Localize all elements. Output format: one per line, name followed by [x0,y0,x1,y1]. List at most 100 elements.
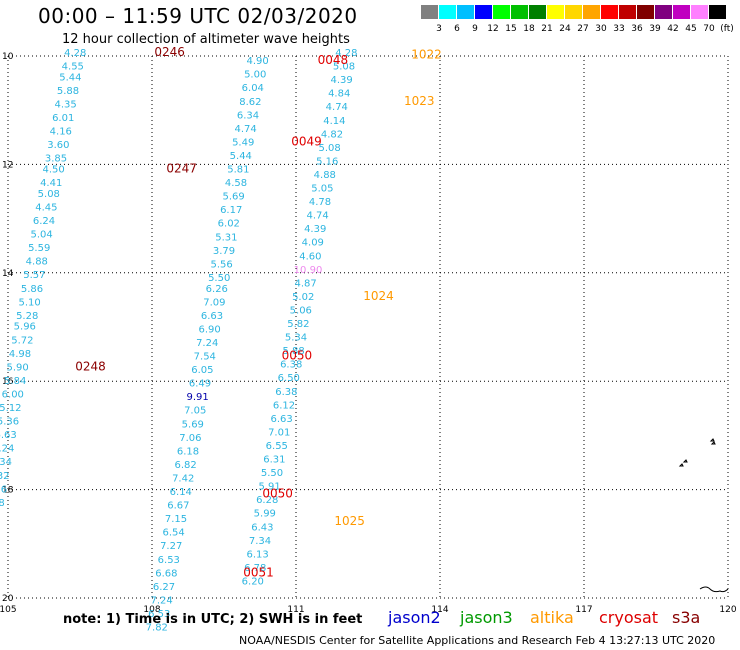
wave-height-value: 4.84 [328,89,350,100]
lon-tick-label: 114 [431,605,448,615]
wave-height-value: 6.00 [2,389,24,400]
pass-time-label: 1022 [411,48,442,62]
wave-height-value: 6.27 [153,582,175,593]
colorbar-label: 18 [523,24,535,34]
colorbar-label: 21 [541,24,553,34]
wave-height-value: 5.69 [182,419,204,430]
pass-time-label: 1025 [334,514,365,528]
wave-height-value: 4.88 [314,170,336,181]
wave-height-value: 7.05 [184,406,206,417]
wave-height-value: 7.34 [249,536,271,547]
wave-height-value: 10.90 [294,265,323,276]
wave-height-value: 6.34 [237,110,259,121]
colorbar-label: 30 [595,24,607,34]
pass-time-labels: 0246 0247 0248 0048 0049 0050 0050 0051 1022 1023… [75,45,442,579]
wave-height-value: 5.34 [285,333,307,344]
wave-height-value: 6.43 [251,522,273,533]
wave-height-value: 4.90 [246,56,268,67]
legend-altika: altika [530,608,574,627]
wave-height-value: 6.24 [33,216,55,227]
wave-height-value: 5.69 [222,192,244,203]
wave-height-value: 4.60 [299,251,321,262]
island-outline [709,438,715,442]
map-grid [7,55,729,599]
wave-height-value: 7.54 [194,352,216,363]
wave-height-value: 4.39 [304,224,326,235]
wave-height-value: 4.41 [40,178,62,189]
wave-height-value: 6.34 [0,457,12,468]
wave-height-value: 5.96 [14,322,36,333]
colorbar-unit: (ft) [720,24,734,34]
wave-height-value: 4.82 [321,129,343,140]
wave-height-value: 5.57 [23,270,45,281]
wave-height-value: 6.50 [278,373,300,384]
pass-time-label: 0247 [166,162,197,176]
wave-height-value: 5.00 [244,70,266,81]
wave-height-value: 7.01 [268,427,290,438]
lon-tick-label: 111 [287,605,304,615]
colorbar-label: 9 [472,24,478,34]
legend-jason2: jason2 [388,608,441,627]
wave-height-value: 4.78 [309,197,331,208]
colorbar-swatch [511,5,528,19]
colorbar-label: 45 [685,24,697,34]
wave-height-value: 4.98 [9,349,31,360]
wave-height-value: 6.54 [162,528,184,539]
wave-height-value: 6.63 [0,430,17,441]
wave-height-value: 4.28 [64,48,86,59]
wave-height-value: 5.08 [318,143,340,154]
wave-height-value: 5.05 [311,184,333,195]
lat-tick-label: 14 [2,269,14,279]
colorbar-swatch [529,5,546,19]
wave-height-value: 5.16 [316,156,338,167]
colorbar-label: 36 [631,24,643,34]
colorbar-label: 15 [505,24,517,34]
wave-height-value: 5.82 [287,319,309,330]
pass-time-label: 0051 [243,565,274,579]
colorbar-label: 12 [487,24,499,34]
island-outlines [678,438,729,593]
wave-height-value: 6.53 [148,609,170,620]
wave-height-value: 5.72 [11,335,33,346]
wave-height-value: 5.36 [0,417,19,428]
wave-height-value: 5.88 [57,86,79,97]
wave-height-value: 6.20 [242,576,264,587]
lat-tick-label: 18 [2,486,14,496]
wave-height-value: 5.50 [208,273,230,284]
colorbar-swatch [421,5,438,19]
pass-time-label: 0246 [154,45,185,59]
colorbar-swatch [439,5,456,19]
colorbar-label: 24 [559,24,571,34]
wave-height-value: 5.96 [0,484,7,495]
wave-height-value: 4.55 [62,62,84,73]
pass-time-label: 1024 [363,289,394,303]
lat-tick-label: 20 [2,594,14,604]
wave-height-value: 5.49 [232,137,254,148]
wave-height-value: 7.42 [172,473,194,484]
colorbar-label: 70 [703,24,715,34]
wave-height-value: 7.27 [160,541,182,552]
wave-height-value: 6.28 [256,495,278,506]
lon-tick-label: 120 [719,605,736,615]
wave-height-value: 5.84 [4,376,26,387]
wave-height-value: 3.79 [213,246,235,257]
wave-height-value: 9.91 [186,392,208,403]
lat-tick-label: 10 [2,52,14,62]
wave-height-value: 6.02 [218,219,240,230]
colorbar-label: 3 [436,24,442,34]
colorbar-swatch [565,5,582,19]
colorbar-label: 39 [649,24,661,34]
island-outline [710,441,716,445]
wave-height-value: 6.38 [275,387,297,398]
wave-height-value: 6.24 [0,444,14,455]
lon-tick-label: 117 [575,605,592,615]
wave-height-value: 5.81 [227,165,249,176]
colorbar-label: 33 [613,24,625,34]
wave-height-value: 6.63 [201,311,223,322]
wave-height-value: 4.50 [42,165,64,176]
wave-height-observations: 4.284.555.445.884.356.014.163.603.854.50… [0,48,358,634]
wave-height-value: 5.08 [333,62,355,73]
lon-tick-label: 105 [0,605,17,615]
colorbar-swatch [457,5,474,19]
